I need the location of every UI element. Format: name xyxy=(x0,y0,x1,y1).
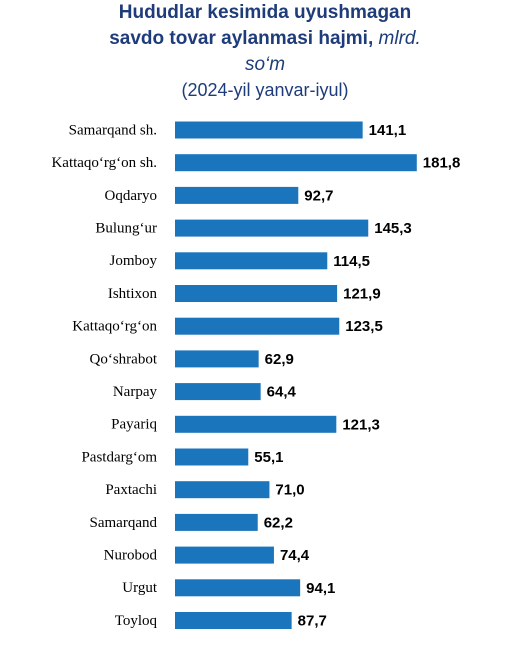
category-label: Kattaqo‘rg‘on xyxy=(72,319,157,335)
category-label: Kattaqo‘rg‘on sh. xyxy=(51,155,157,171)
value-label: 181,8 xyxy=(423,155,461,172)
value-label: 87,7 xyxy=(298,612,327,629)
category-label: Toyloq xyxy=(115,613,158,629)
value-label: 123,5 xyxy=(345,318,383,335)
value-label: 64,4 xyxy=(267,384,297,401)
value-label: 145,3 xyxy=(374,220,412,237)
bar xyxy=(175,612,292,629)
category-label: Qo‘shrabot xyxy=(90,351,158,367)
category-label: Urgut xyxy=(122,580,158,596)
category-label: Payariq xyxy=(111,417,157,433)
bar xyxy=(175,219,369,237)
category-label: Nurobod xyxy=(104,548,158,564)
category-label: Samarqand xyxy=(90,515,158,531)
value-label: 55,1 xyxy=(254,449,283,466)
unit: mlrd. so‘m xyxy=(244,28,421,75)
value-label: 71,0 xyxy=(275,482,304,499)
category-label: Samarqand sh. xyxy=(69,122,157,138)
value-label: 141,1 xyxy=(369,122,407,139)
bar xyxy=(175,448,249,466)
bar xyxy=(175,546,274,564)
value-label: 74,4 xyxy=(280,547,310,564)
header: Hududlar kesimida uyushmagan savdo tovar… xyxy=(60,0,470,102)
chart-subtitle: (2024-yil yanvar-iyul) xyxy=(181,80,349,100)
bar xyxy=(175,350,259,368)
value-label: 121,9 xyxy=(343,285,381,302)
bar xyxy=(175,154,417,172)
bar xyxy=(175,415,337,433)
value-label: 94,1 xyxy=(306,580,335,597)
category-label: Bulung‘ur xyxy=(95,221,157,237)
chart-title: Hududlar kesimida uyushmagan savdo tovar… xyxy=(109,2,412,49)
bar xyxy=(175,121,363,139)
category-label: Narpay xyxy=(113,384,158,400)
bar xyxy=(175,481,270,499)
value-label: 62,2 xyxy=(264,514,293,531)
bar xyxy=(175,285,338,302)
category-label: Jomboy xyxy=(109,253,157,269)
category-label: Paxtachi xyxy=(105,482,157,498)
bar xyxy=(175,579,301,597)
chart-title-block: Hududlar kesimida uyushmagan savdo tovar… xyxy=(60,0,470,78)
value-label: 92,7 xyxy=(304,187,333,204)
bar xyxy=(175,186,299,204)
bar xyxy=(175,317,340,335)
bar xyxy=(175,252,328,270)
category-label: Ishtixon xyxy=(108,286,158,302)
value-label: 121,3 xyxy=(342,416,380,433)
bar xyxy=(175,513,258,531)
category-label: Oqdaryo xyxy=(105,188,158,204)
bar xyxy=(175,383,261,401)
value-label: 114,5 xyxy=(333,253,370,270)
category-label: Pastdarg‘om xyxy=(81,449,157,465)
value-label: 62,9 xyxy=(265,351,294,368)
